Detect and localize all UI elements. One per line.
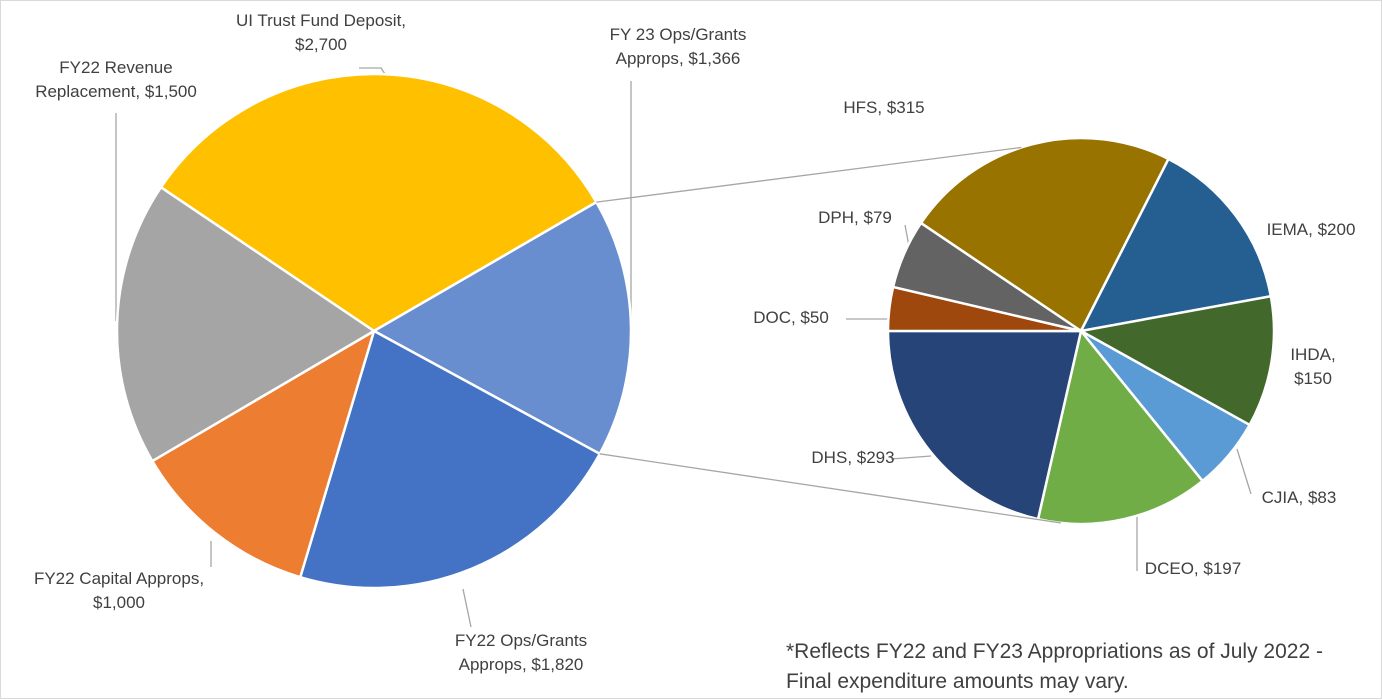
pie	[115, 72, 633, 590]
value-label: $1,500	[144, 82, 197, 101]
connector-line	[599, 453, 1061, 524]
pie-slice	[919, 136, 1171, 333]
category-label: DOC	[753, 308, 800, 327]
data-label: HFS$315	[824, 96, 944, 120]
data-label: FY22 Ops/Grants Approps$1,820	[431, 629, 611, 677]
leader-lines	[115, 67, 1252, 628]
data-label: IEMA$200	[1251, 218, 1371, 242]
connector-line	[596, 146, 1022, 203]
category-label: CJIA	[1262, 488, 1308, 507]
category-label: IHDA	[1290, 345, 1335, 364]
pie-slice	[150, 328, 377, 579]
footnote: *Reflects FY22 and FY23 Appropriations a…	[786, 640, 1323, 693]
value-label: $293	[856, 448, 895, 467]
value-label: $200	[1317, 220, 1356, 239]
data-label: FY 23 Ops/Grants Approps$1,366	[578, 23, 778, 71]
pie-slice	[371, 200, 633, 456]
value-label: $2,700	[295, 35, 347, 54]
data-label: DCEO$197	[1133, 557, 1253, 581]
pie-slice	[115, 185, 377, 463]
value-label: $315	[886, 98, 925, 117]
pie-slice	[886, 329, 1083, 521]
pie-slice	[159, 72, 599, 333]
category-label: DCEO	[1145, 559, 1204, 578]
category-label: FY22 Capital Approps	[34, 569, 204, 588]
data-label: FY22 Capital Approps $1,000	[19, 567, 219, 615]
data-label: CJIA$83	[1249, 486, 1349, 510]
value-label: $1,366	[688, 49, 741, 68]
data-label: DOC$50	[741, 306, 841, 330]
pie	[886, 136, 1276, 526]
value-label: $197	[1203, 559, 1242, 578]
data-label: DHS$293	[803, 446, 903, 470]
value-label: $150	[1294, 369, 1332, 388]
data-label: DPH$79	[805, 206, 905, 230]
pie-slice	[1078, 157, 1273, 333]
pie-slice	[1077, 294, 1276, 427]
category-label: DHS	[811, 448, 856, 467]
category-label: IEMA	[1267, 220, 1318, 239]
pie-slice	[298, 329, 602, 590]
data-label: IHDA $150	[1278, 343, 1348, 391]
category-label: DPH	[818, 208, 863, 227]
pie-slice	[891, 221, 1082, 333]
value-label: $79	[863, 208, 892, 227]
value-label: $83	[1307, 488, 1337, 507]
category-label: HFS	[843, 98, 886, 117]
value-label: $1,000	[93, 593, 145, 612]
data-label: FY22 Revenue Replacement$1,500	[16, 56, 216, 104]
value-label: $50	[800, 308, 829, 327]
category-label: UI Trust Fund Deposit	[236, 11, 406, 30]
data-label: UI Trust Fund Deposit $2,700	[216, 9, 426, 57]
value-label: $1,820	[531, 655, 584, 674]
